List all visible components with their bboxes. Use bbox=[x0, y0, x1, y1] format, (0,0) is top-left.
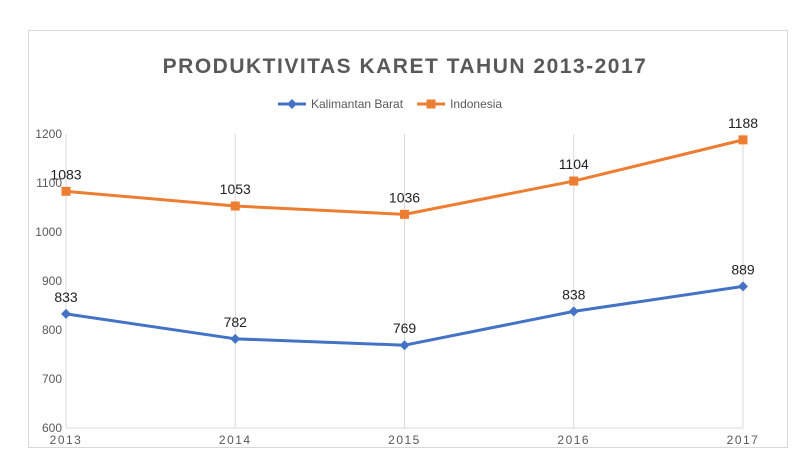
series-1: 833 782 769 838 889 bbox=[54, 261, 755, 351]
x-tick-label: 2015 bbox=[388, 433, 421, 447]
x-tick-label: 2013 bbox=[50, 433, 83, 447]
data-point bbox=[568, 306, 579, 317]
y-tick-label: 1200 bbox=[35, 127, 62, 141]
y-tick-label: 800 bbox=[42, 323, 62, 337]
chart-title: PRODUKTIVITAS KARET TAHUN 2013-2017 bbox=[163, 55, 648, 78]
data-label: 782 bbox=[224, 314, 248, 330]
data-point bbox=[738, 281, 748, 292]
data-label: 769 bbox=[393, 320, 417, 336]
data-point bbox=[230, 333, 241, 344]
data-point bbox=[61, 308, 71, 319]
data-label: 1036 bbox=[389, 189, 420, 205]
data-point bbox=[399, 340, 410, 351]
data-label: 833 bbox=[54, 289, 78, 305]
data-label: 1083 bbox=[50, 166, 81, 182]
data-point bbox=[738, 135, 748, 145]
series-layer: 833 782 769 838 889 1083 1053 1036 1104 1188 bbox=[50, 115, 758, 351]
legend-marker bbox=[426, 99, 436, 109]
y-tick-label: 900 bbox=[42, 274, 62, 288]
data-label: 1188 bbox=[728, 115, 758, 131]
data-label: 889 bbox=[731, 261, 755, 277]
x-tick-label: 2016 bbox=[557, 433, 590, 447]
legend: Kalimantan Barat Indonesia bbox=[278, 97, 502, 111]
x-tick-label: 2014 bbox=[219, 433, 252, 447]
data-point bbox=[61, 186, 71, 196]
y-tick-label: 700 bbox=[42, 372, 62, 386]
legend-item: Kalimantan Barat bbox=[278, 97, 404, 111]
data-label: 1104 bbox=[559, 156, 589, 172]
data-point bbox=[569, 176, 579, 186]
data-label: 838 bbox=[562, 286, 586, 302]
gridlines bbox=[65, 134, 744, 429]
legend-marker bbox=[287, 99, 297, 109]
legend-label: Kalimantan Barat bbox=[311, 97, 404, 111]
x-axis: 2013 2014 2015 2016 2017 bbox=[50, 433, 760, 447]
data-point bbox=[400, 209, 409, 219]
y-tick-label: 600 bbox=[42, 421, 62, 435]
legend-item: Indonesia bbox=[417, 97, 502, 111]
data-point bbox=[230, 201, 240, 211]
series-2: 1083 1053 1036 1104 1188 bbox=[50, 115, 758, 219]
y-tick-label: 1000 bbox=[35, 225, 62, 239]
y-tick-label: 1100 bbox=[36, 176, 62, 190]
y-axis: 600 700 800 900 1000 1100 1200 bbox=[35, 127, 62, 435]
data-label: 1053 bbox=[220, 181, 251, 197]
legend-label: Indonesia bbox=[450, 97, 502, 111]
x-tick-label: 2017 bbox=[727, 433, 760, 447]
